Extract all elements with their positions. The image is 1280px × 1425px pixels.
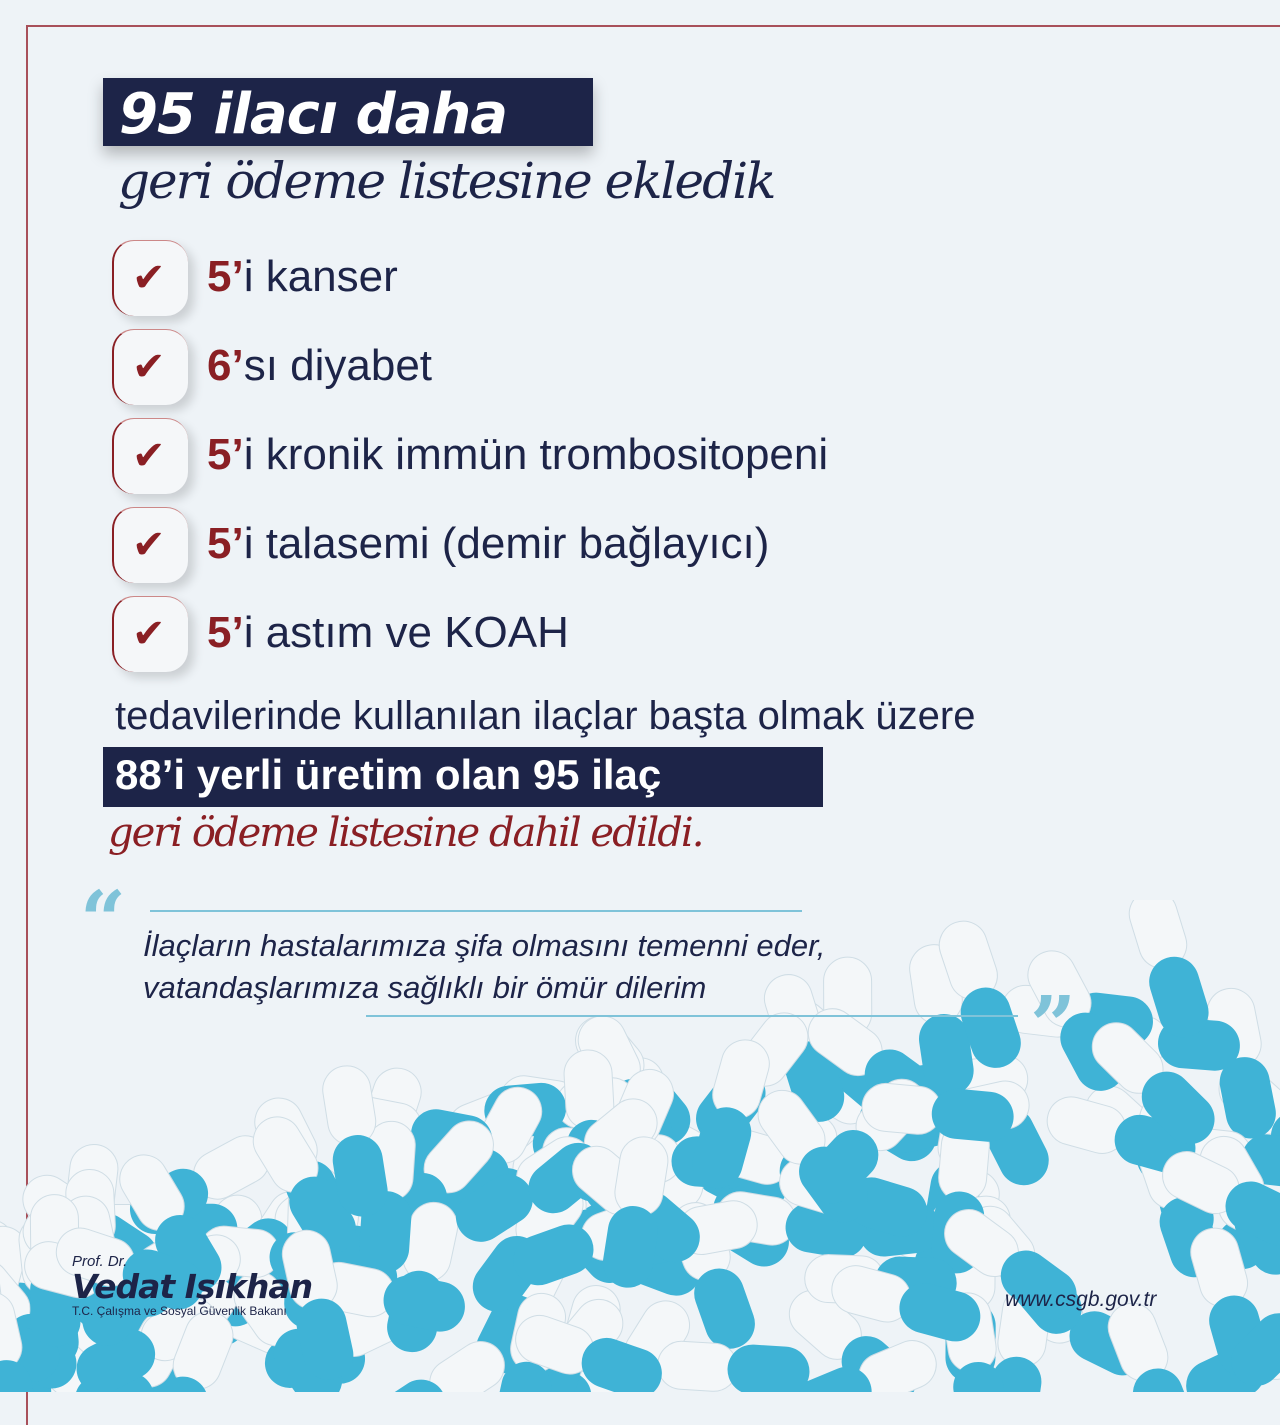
list-item: ✔ 6’sı diyabet xyxy=(112,329,1012,405)
signature-prefix: Prof. Dr. xyxy=(72,1253,128,1270)
highlight-text: 88’i yerli üretim olan 95 ilaç xyxy=(115,751,662,798)
capsule xyxy=(831,1265,981,1342)
item-count: 5’ xyxy=(207,430,244,479)
signature: Prof. Dr. Vedat Işıkhan T.C. Çalışma ve … xyxy=(72,1253,313,1318)
capsule xyxy=(146,1311,234,1392)
closing-text: geri ödeme listesine dahil edildi. xyxy=(108,810,704,856)
quote-line: vatandaşlarımıza sağlıklı bir ömür diler… xyxy=(143,970,707,1005)
capsule xyxy=(515,1314,662,1392)
item-label: i kanser xyxy=(243,252,398,301)
item-label: i astım ve KOAH xyxy=(243,608,569,657)
capsule xyxy=(0,1291,39,1392)
item-count: 5’ xyxy=(207,252,244,301)
capsule xyxy=(602,1136,669,1288)
capsule xyxy=(1128,900,1209,1038)
capsule xyxy=(369,1341,505,1392)
title: 95 ilacı daha xyxy=(119,82,508,147)
check-icon: ✔ xyxy=(112,329,188,405)
highlight-banner: 88’i yerli üretim olan 95 ilaç xyxy=(103,747,823,807)
body-text: tedavilerinde kullanılan ilaçlar başta o… xyxy=(115,694,976,738)
divider xyxy=(150,910,802,912)
capsule xyxy=(938,920,1021,1068)
list-item: ✔ 5’i kronik immün trombositopeni xyxy=(112,418,1012,494)
capsule xyxy=(1162,1151,1280,1246)
title-banner: 95 ilacı daha xyxy=(103,78,593,147)
capsule-pills-image xyxy=(0,900,1280,1392)
capsule xyxy=(1231,1313,1280,1386)
check-icon: ✔ xyxy=(112,596,188,672)
capsule xyxy=(322,1065,388,1217)
capsule xyxy=(792,1340,937,1392)
capsule xyxy=(861,1082,1014,1142)
check-icon: ✔ xyxy=(112,507,188,583)
item-count: 5’ xyxy=(207,519,244,568)
capsule xyxy=(281,1229,354,1380)
website-link[interactable]: www.csgb.gov.tr xyxy=(1005,1288,1157,1311)
signature-name: Vedat Işıkhan xyxy=(72,1267,313,1306)
capsule xyxy=(55,1227,204,1310)
list-item: ✔ 5’i astım ve KOAH xyxy=(112,596,1012,672)
capsule xyxy=(692,1039,770,1189)
item-label: sı diyabet xyxy=(243,341,433,390)
decorative-frame xyxy=(26,25,1280,1425)
capsule xyxy=(1107,1302,1195,1392)
check-icon: ✔ xyxy=(112,240,188,316)
list-item: ✔ 5’i kanser xyxy=(112,240,1012,316)
close-quote-icon: ” xyxy=(1030,978,1077,1072)
capsule xyxy=(944,1209,1077,1320)
item-label: i talasemi (demir bağlayıcı) xyxy=(243,519,770,568)
signature-role: T.C. Çalışma ve Sosyal Güvenlik Bakanı xyxy=(72,1304,287,1318)
capsule xyxy=(1091,1022,1215,1145)
item-count: 5’ xyxy=(207,608,244,657)
item-label: i kronik immün trombositopeni xyxy=(243,430,829,479)
check-icon: ✔ xyxy=(112,418,188,494)
quote-line: İlaçların hastalarımıza şifa olmasını te… xyxy=(143,928,826,963)
subtitle: geri ödeme listesine ekledik xyxy=(118,152,776,210)
quote-text: İlaçların hastalarımıza şifa olmasını te… xyxy=(143,925,825,1009)
item-count: 6’ xyxy=(207,341,244,390)
divider xyxy=(366,1015,1018,1017)
list-item: ✔ 5’i talasemi (demir bağlayıcı) xyxy=(112,507,1012,583)
capsule xyxy=(657,1340,810,1392)
open-quote-icon: “ xyxy=(80,873,127,967)
